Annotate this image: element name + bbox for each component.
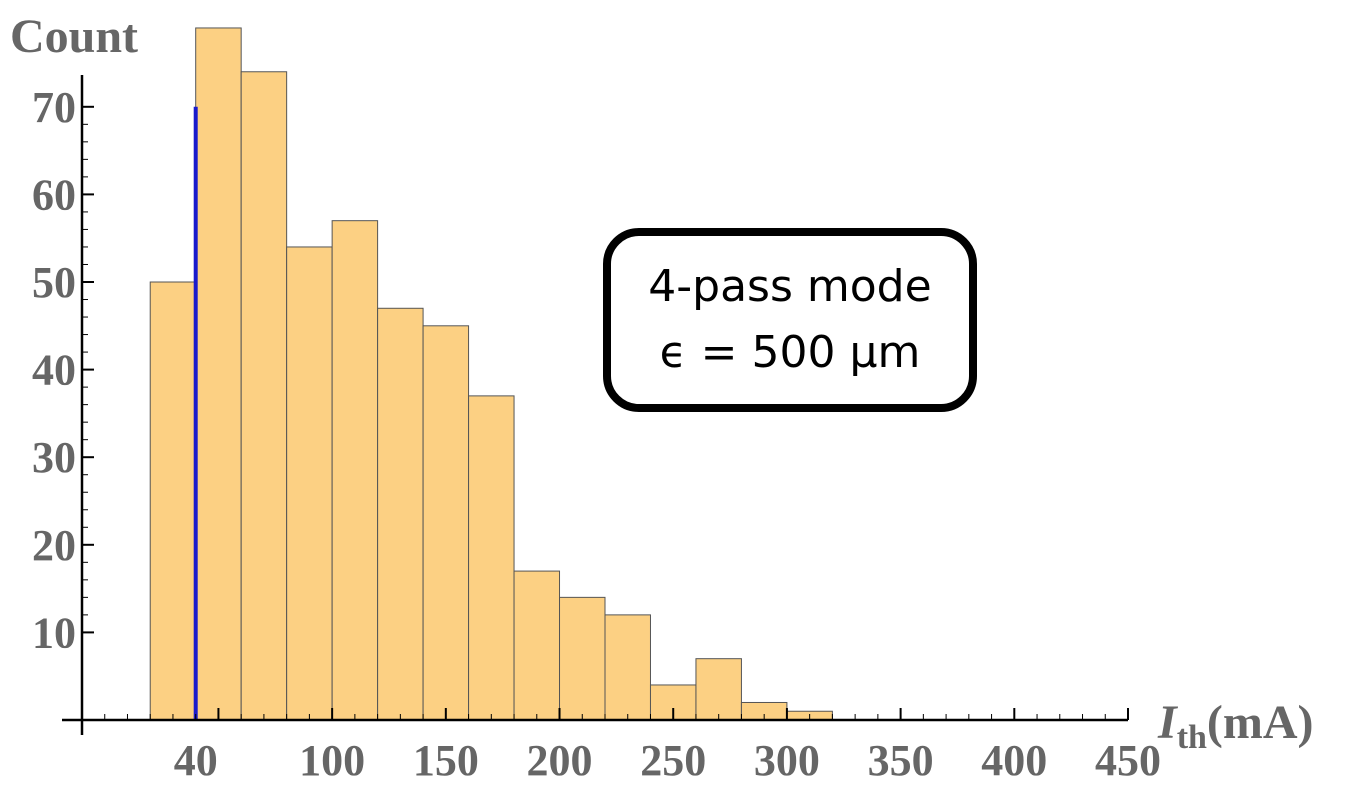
x-tick-label: 400 (981, 736, 1047, 785)
histogram-bar-7 (468, 395, 515, 721)
x-tick-label: 250 (640, 736, 706, 785)
histogram-bar-10 (604, 614, 651, 721)
x-axis-title-sub: th (1177, 719, 1207, 756)
histogram-bar-3 (286, 246, 333, 721)
histogram-bar-6 (422, 325, 470, 721)
x-tick-label: 40 (174, 736, 218, 785)
histogram-bar-0 (149, 281, 197, 721)
y-tick-label: 70 (32, 83, 76, 132)
y-tick-label: 50 (32, 258, 76, 307)
y-tick-label: 40 (32, 346, 76, 395)
histogram-bar-12 (695, 658, 742, 721)
histogram-bar-9 (559, 596, 606, 721)
x-axis-title-unit: (mA) (1207, 696, 1314, 749)
histogram-bar-5 (377, 307, 424, 721)
x-tick-label: 150 (413, 736, 479, 785)
y-axis-title: Count (10, 10, 138, 63)
annotation-box: 4-pass mode ϵ = 500 μm (603, 228, 977, 412)
annotation-mode-label: 4-pass mode (648, 261, 932, 312)
x-axis-title: Ith(mA) (1157, 696, 1314, 756)
x-axis-title-var: I (1157, 696, 1179, 749)
x-tick-label: 450 (1095, 736, 1161, 785)
bars-group (149, 27, 833, 721)
annotation-emittance-label: ϵ = 500 μm (659, 327, 921, 378)
histogram-bar-4 (331, 220, 379, 721)
ticks-group (82, 105, 1129, 720)
histogram-bar-8 (513, 570, 561, 721)
tick-labels-group: 10 20 30 40 50 60 70 40 100 150 200 250 300 350 400 450 (32, 83, 1161, 785)
x-tick-label: 100 (299, 736, 365, 785)
x-tick-label: 300 (754, 736, 820, 785)
histogram-bar-2 (240, 71, 288, 721)
histogram-bar-1 (195, 27, 242, 721)
y-tick-label: 30 (32, 433, 76, 482)
y-tick-label: 10 (32, 608, 76, 657)
x-tick-label: 350 (868, 736, 934, 785)
y-tick-label: 20 (32, 521, 76, 570)
y-tick-label: 60 (32, 170, 76, 219)
x-tick-label: 200 (527, 736, 593, 785)
